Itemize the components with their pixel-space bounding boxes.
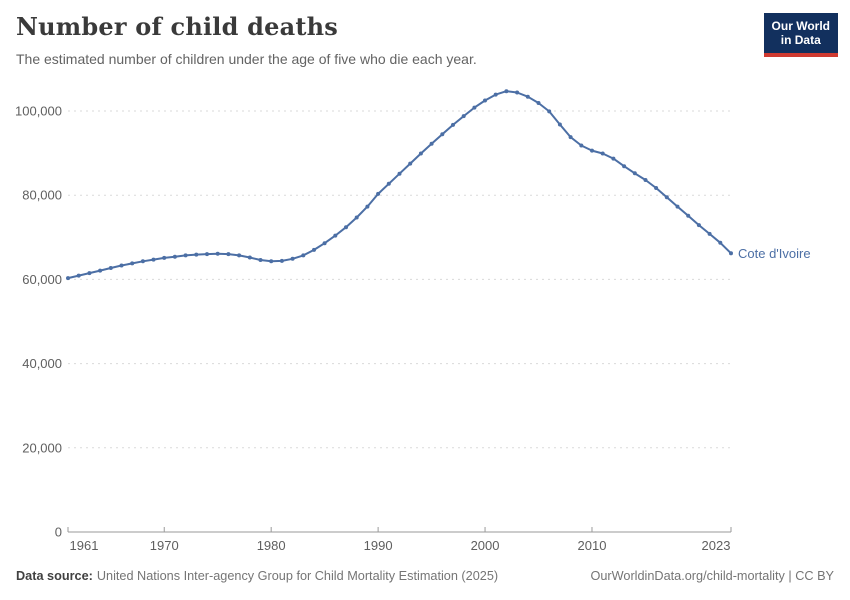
data-point[interactable]: [76, 273, 81, 278]
data-point[interactable]: [493, 92, 498, 97]
data-source: Data source: United Nations Inter-agency …: [16, 569, 498, 583]
page-title: Number of child deaths: [16, 12, 339, 41]
data-point[interactable]: [429, 141, 434, 146]
data-point[interactable]: [386, 181, 391, 186]
data-source-label: Data source:: [16, 569, 93, 583]
data-point[interactable]: [226, 252, 231, 257]
data-point[interactable]: [408, 161, 413, 166]
data-point[interactable]: [461, 114, 466, 119]
data-point[interactable]: [515, 90, 520, 95]
data-point[interactable]: [183, 253, 188, 258]
y-axis-tick-label: 80,000: [22, 188, 62, 203]
data-point[interactable]: [376, 191, 381, 196]
data-point[interactable]: [172, 254, 177, 259]
data-point[interactable]: [451, 122, 455, 127]
data-point[interactable]: [418, 151, 423, 156]
footer-link-text: OurWorldinData.org/child-mortality | CC …: [590, 569, 835, 583]
data-point[interactable]: [365, 204, 370, 209]
data-point[interactable]: [525, 94, 530, 99]
data-point[interactable]: [194, 252, 199, 257]
x-axis-tick-label: 2023: [702, 538, 731, 553]
data-point[interactable]: [269, 259, 274, 264]
chart-footer: Data source: United Nations Inter-agency …: [16, 569, 834, 583]
data-point[interactable]: [312, 247, 316, 252]
data-point[interactable]: [247, 255, 252, 260]
data-source-text: United Nations Inter-agency Group for Ch…: [96, 569, 499, 583]
data-point[interactable]: [568, 135, 573, 140]
data-point[interactable]: [686, 213, 691, 218]
chart-subtitle: The estimated number of children under t…: [16, 51, 477, 67]
data-point[interactable]: [333, 233, 338, 238]
x-axis-tick-label: 1970: [150, 538, 179, 553]
x-axis-tick-label: 1961: [70, 538, 99, 553]
data-point[interactable]: [718, 240, 723, 245]
data-point[interactable]: [108, 266, 113, 270]
y-axis-tick-label: 0: [55, 525, 62, 540]
series-end-label[interactable]: Cote d'Ivoire: [738, 246, 811, 261]
data-point[interactable]: [536, 101, 541, 105]
data-point[interactable]: [290, 256, 295, 261]
data-point[interactable]: [707, 231, 712, 236]
data-point[interactable]: [354, 215, 359, 220]
data-point[interactable]: [622, 164, 627, 169]
data-point[interactable]: [600, 151, 605, 156]
x-axis-tick-label: 2010: [578, 538, 607, 553]
y-axis-tick-label: 60,000: [22, 272, 62, 287]
data-point[interactable]: [98, 268, 103, 273]
data-point[interactable]: [205, 252, 209, 257]
owid-logo-line2: in Data: [780, 33, 821, 48]
data-point[interactable]: [590, 148, 594, 153]
data-point[interactable]: [322, 241, 327, 246]
data-point[interactable]: [547, 109, 552, 114]
data-point[interactable]: [237, 253, 242, 258]
data-point[interactable]: [504, 89, 509, 94]
x-axis-tick-label: 1980: [257, 538, 286, 553]
data-point[interactable]: [119, 263, 124, 268]
data-point[interactable]: [87, 271, 92, 276]
data-point[interactable]: [557, 122, 562, 127]
data-point[interactable]: [472, 105, 477, 110]
owid-logo-line1: Our World: [771, 19, 830, 33]
x-axis-tick-label: 2000: [471, 538, 500, 553]
data-point[interactable]: [483, 98, 487, 103]
data-point[interactable]: [643, 178, 648, 182]
data-point[interactable]: [654, 186, 659, 190]
data-point[interactable]: [215, 251, 220, 256]
data-point[interactable]: [579, 143, 584, 148]
x-axis-tick-label: 1990: [364, 538, 393, 553]
data-point[interactable]: [675, 204, 680, 209]
data-point[interactable]: [162, 255, 167, 260]
data-point[interactable]: [397, 171, 402, 176]
data-point[interactable]: [344, 225, 348, 230]
data-point[interactable]: [140, 259, 145, 264]
y-axis-tick-label: 20,000: [22, 440, 62, 455]
data-point[interactable]: [632, 171, 637, 176]
data-point[interactable]: [258, 258, 263, 262]
data-point[interactable]: [151, 257, 156, 262]
y-axis-tick-label: 40,000: [22, 356, 62, 371]
data-point[interactable]: [664, 195, 669, 200]
data-point[interactable]: [611, 156, 616, 161]
data-point[interactable]: [66, 276, 70, 281]
data-point[interactable]: [696, 223, 701, 228]
data-point[interactable]: [440, 132, 445, 137]
data-point[interactable]: [729, 251, 733, 256]
data-point[interactable]: [279, 258, 284, 263]
data-point[interactable]: [301, 253, 306, 258]
owid-logo[interactable]: Our World in Data: [763, 13, 838, 57]
data-line: [67, 90, 732, 280]
data-point[interactable]: [130, 261, 135, 266]
y-axis-tick-label: 100,000: [15, 104, 62, 119]
